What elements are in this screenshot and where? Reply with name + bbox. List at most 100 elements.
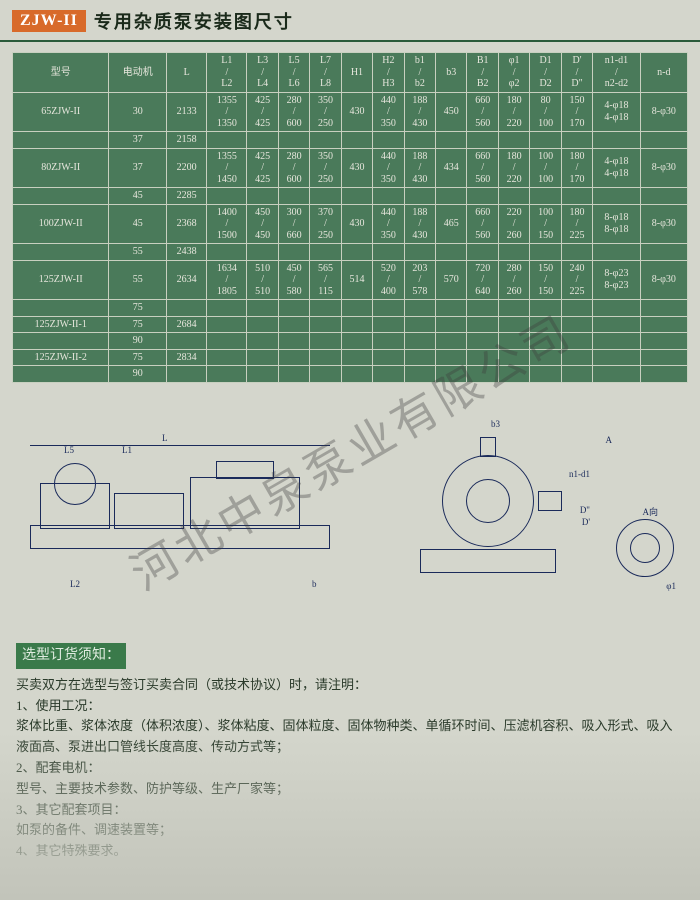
notes-line: 浆体比重、浆体浓度（体积浓度）、浆体粘度、固体粒度、固体物种类、单循环时间、压滤… [16,716,684,758]
table-cell: 55 [109,260,167,300]
table-cell [341,188,372,205]
table-cell: 125ZJW-II-1 [13,316,109,333]
table-cell [640,188,687,205]
table-cell: 100 / 150 [530,204,561,244]
table-cell [530,188,561,205]
table-header-cell: b3 [436,53,467,93]
table-cell: 465 [436,204,467,244]
table-cell: 188 / 430 [404,204,435,244]
table-cell [561,366,592,383]
table-cell [498,349,529,366]
table-header-cell: L1 / L2 [207,53,247,93]
table-cell [561,316,592,333]
table-cell: 520 / 400 [373,260,404,300]
table-cell: 450 / 580 [278,260,309,300]
table-cell: 565 / 115 [310,260,341,300]
table-cell: 370 / 250 [310,204,341,244]
table-cell [593,366,640,383]
table-cell [247,333,278,350]
table-cell: 30 [109,92,167,132]
table-cell [498,244,529,261]
table-cell: 350 / 250 [310,92,341,132]
table-row: 125ZJW-II5526341634 / 1805510 / 510450 /… [13,260,688,300]
notes-line: 型号、主要技术参数、防护等级、生产厂家等； [16,779,684,800]
table-cell: 8-φ30 [640,92,687,132]
model-badge: ZJW-II [12,10,86,32]
table-cell [310,132,341,149]
table-cell [310,188,341,205]
table-cell: 90 [109,333,167,350]
table-header-cell: 型号 [13,53,109,93]
table-cell: 440 / 350 [373,92,404,132]
table-cell [498,366,529,383]
table-cell: 45 [109,188,167,205]
table-cell: 660 / 560 [467,148,498,188]
table-cell: 425 / 425 [247,148,278,188]
table-cell [310,244,341,261]
table-cell [436,366,467,383]
diagram-label: D' [582,517,590,527]
table-row: 372158 [13,132,688,149]
table-cell: 150 / 170 [561,92,592,132]
dimensions-table-wrap: 型号电动机LL1 / L2L3 / L4L5 / L6L7 / L8H1H2 /… [0,52,700,383]
table-cell: 125ZJW-II-2 [13,349,109,366]
table-row: 65ZJW-II3021331355 / 1350425 / 425280 / … [13,92,688,132]
table-header-cell: L7 / L8 [310,53,341,93]
table-cell [436,300,467,317]
table-cell [467,132,498,149]
table-header-cell: b1 / b2 [404,53,435,93]
table-cell: 2368 [167,204,207,244]
table-header-cell: H1 [341,53,372,93]
notes-line: 如泵的备件、调速装置等； [16,820,684,841]
table-cell [640,244,687,261]
table-cell [310,366,341,383]
table-cell: 100ZJW-II [13,204,109,244]
table-cell [278,188,309,205]
diagram-label: D" [580,505,590,515]
table-cell: 450 / 450 [247,204,278,244]
table-cell [530,244,561,261]
table-cell: 8-φ30 [640,260,687,300]
table-cell [207,132,247,149]
table-cell: 4-φ18 4-φ18 [593,148,640,188]
table-cell [436,188,467,205]
table-row: 80ZJW-II3722001355 / 1450425 / 425280 / … [13,148,688,188]
table-cell: 8-φ30 [640,148,687,188]
table-cell: 2834 [167,349,207,366]
table-cell [640,316,687,333]
table-cell [467,349,498,366]
table-row: 100ZJW-II4523681400 / 1500450 / 450300 /… [13,204,688,244]
page-title: 专用杂质泵安装图尺寸 [94,8,294,34]
table-cell: 8-φ30 [640,204,687,244]
table-cell [13,366,109,383]
table-cell: 1355 / 1450 [207,148,247,188]
table-cell [373,349,404,366]
table-cell [341,333,372,350]
diagram-label: L2 [70,579,80,589]
table-cell: 300 / 660 [278,204,309,244]
table-row: 90 [13,333,688,350]
table-cell [373,366,404,383]
table-cell [13,132,109,149]
table-cell [561,333,592,350]
table-cell: 430 [341,92,372,132]
table-cell: 75 [109,316,167,333]
table-cell [561,188,592,205]
table-cell [467,300,498,317]
table-cell [561,132,592,149]
table-cell: 37 [109,132,167,149]
table-cell [247,366,278,383]
table-cell: 2158 [167,132,207,149]
table-header-cell: L5 / L6 [278,53,309,93]
table-cell: 240 / 225 [561,260,592,300]
table-cell: 180 / 225 [561,204,592,244]
table-cell [207,300,247,317]
table-cell: 4-φ18 4-φ18 [593,92,640,132]
diagram-label: A [606,435,613,445]
table-cell [436,333,467,350]
table-cell [167,300,207,317]
table-cell: 2634 [167,260,207,300]
table-cell [640,300,687,317]
table-cell [341,244,372,261]
table-cell: 2200 [167,148,207,188]
